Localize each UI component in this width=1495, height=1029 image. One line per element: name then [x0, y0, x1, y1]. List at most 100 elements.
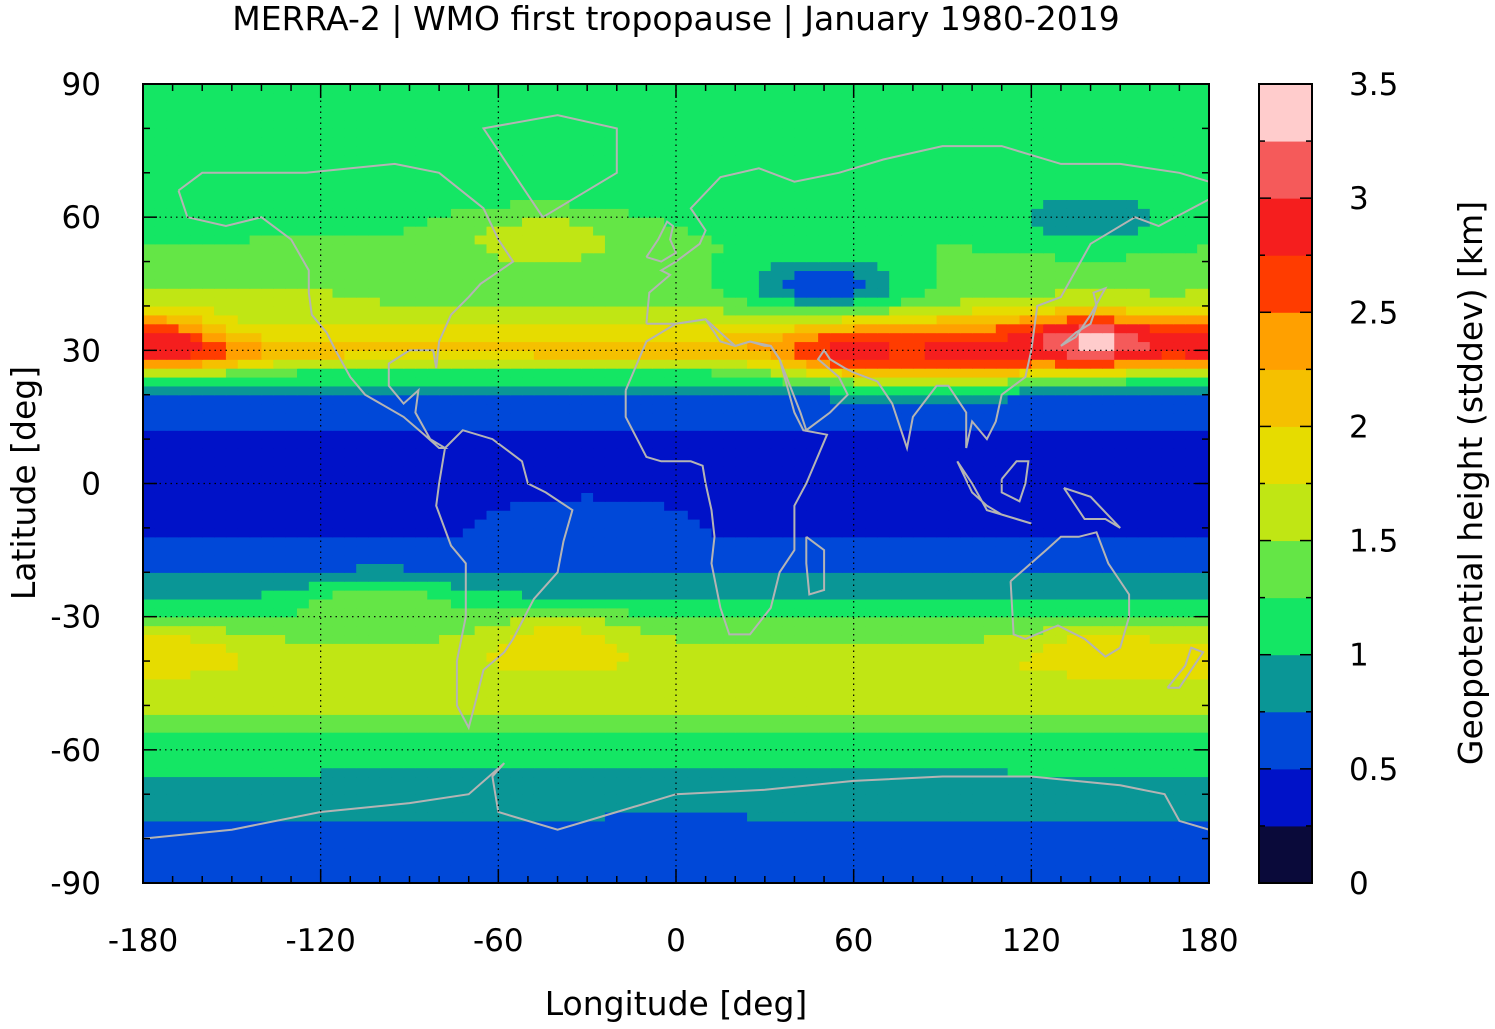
heatmap-cell — [1149, 696, 1163, 707]
heatmap-cell — [901, 598, 914, 609]
heatmap-cell — [1149, 536, 1163, 547]
heatmap-cell — [143, 820, 156, 831]
heatmap-cell — [1185, 447, 1198, 458]
heatmap-cell — [273, 634, 286, 644]
heatmap-cell — [285, 385, 298, 396]
heatmap-cell — [747, 847, 760, 857]
heatmap-cell — [889, 465, 902, 476]
heatmap-cell — [782, 394, 796, 405]
heatmap-cell — [474, 385, 488, 396]
heatmap-cell — [427, 474, 440, 485]
heatmap-cell — [143, 669, 156, 680]
heatmap-cell — [972, 634, 985, 644]
heatmap-cell — [1185, 616, 1198, 627]
heatmap-cell — [640, 865, 653, 875]
heatmap-cell — [676, 723, 689, 733]
heatmap-cell — [510, 749, 523, 760]
heatmap-cell — [1043, 519, 1056, 529]
heatmap-cell — [308, 483, 322, 493]
heatmap-cell — [486, 785, 499, 795]
heatmap-cell — [261, 785, 274, 795]
heatmap-cell — [604, 776, 618, 786]
heatmap-cell — [1102, 563, 1115, 573]
heatmap-cell — [901, 856, 914, 866]
heatmap-cell — [616, 590, 630, 600]
heatmap-cell — [995, 456, 1009, 467]
heatmap-cell — [889, 643, 902, 653]
heatmap-cell — [557, 785, 570, 795]
heatmap-cell — [806, 403, 819, 414]
heatmap-cell — [912, 723, 926, 733]
heatmap-cell — [853, 643, 867, 653]
heatmap-cell — [841, 519, 855, 529]
heatmap-cell — [1126, 749, 1139, 760]
heatmap-cell — [652, 598, 665, 609]
heatmap-cell — [368, 643, 381, 653]
heatmap-cell — [403, 572, 417, 582]
heatmap-cell — [818, 723, 831, 733]
heatmap-cell — [699, 607, 713, 618]
heatmap-cell — [450, 545, 464, 556]
heatmap-cell — [1055, 820, 1068, 831]
heatmap-cell — [1102, 447, 1115, 458]
heatmap-cell — [912, 394, 926, 405]
heatmap-cell — [403, 474, 417, 485]
heatmap-cell — [640, 598, 653, 609]
heatmap-cell — [889, 625, 902, 636]
heatmap-cell — [901, 643, 914, 653]
heatmap-cell — [462, 563, 476, 573]
heatmap-cell — [308, 678, 322, 689]
heatmap-cell — [889, 590, 902, 600]
heatmap-cell — [273, 625, 286, 636]
heatmap-cell — [545, 732, 559, 742]
heatmap-cell — [794, 705, 807, 715]
heatmap-cell — [936, 776, 950, 786]
heatmap-cell — [391, 785, 405, 795]
heatmap-cell — [1019, 803, 1032, 813]
heatmap-cell — [332, 492, 345, 502]
heatmap-cell — [439, 625, 452, 636]
heatmap-cell — [332, 474, 345, 485]
heatmap-cell — [261, 820, 274, 831]
heatmap-cell — [865, 643, 878, 653]
heatmap-cell — [782, 421, 796, 431]
heatmap-cell — [391, 563, 405, 573]
heatmap-cell — [1114, 740, 1127, 751]
heatmap-cell — [178, 616, 191, 627]
heatmap-cell — [214, 874, 227, 883]
heatmap-cell — [273, 430, 286, 440]
heatmap-cell — [1019, 687, 1032, 698]
heatmap-cell — [166, 590, 180, 600]
heatmap-cell — [178, 749, 191, 760]
heatmap-cell — [1161, 803, 1175, 813]
heatmap-cell — [699, 527, 713, 538]
heatmap-cell — [747, 456, 760, 467]
heatmap-cell — [770, 776, 784, 786]
heatmap-cell — [368, 430, 381, 440]
heatmap-cell — [616, 687, 630, 698]
heatmap-cell — [450, 456, 464, 467]
heatmap-cell — [498, 519, 511, 529]
heatmap-cell — [983, 616, 997, 627]
heatmap-cell — [450, 740, 464, 751]
heatmap-cell — [427, 581, 440, 591]
heatmap-cell — [1078, 661, 1092, 671]
heatmap-cell — [1102, 492, 1115, 502]
heatmap-cell — [202, 767, 215, 778]
heatmap-cell — [486, 678, 499, 689]
heatmap-cell — [1043, 439, 1056, 449]
heatmap-cell — [758, 394, 772, 405]
heatmap-cell — [1019, 856, 1032, 866]
heatmap-cell — [1126, 590, 1139, 600]
heatmap-cell — [427, 803, 440, 813]
heatmap-cell — [818, 776, 831, 786]
heatmap-cell — [427, 705, 440, 715]
heatmap-cell — [889, 705, 902, 715]
heatmap-cell — [178, 447, 191, 458]
heatmap-cell — [676, 820, 689, 831]
heatmap-cell — [320, 714, 334, 724]
heatmap-cell — [1137, 439, 1151, 449]
heatmap-cell — [1007, 803, 1021, 813]
heatmap-cell — [995, 785, 1009, 795]
heatmap-cell — [450, 403, 464, 414]
